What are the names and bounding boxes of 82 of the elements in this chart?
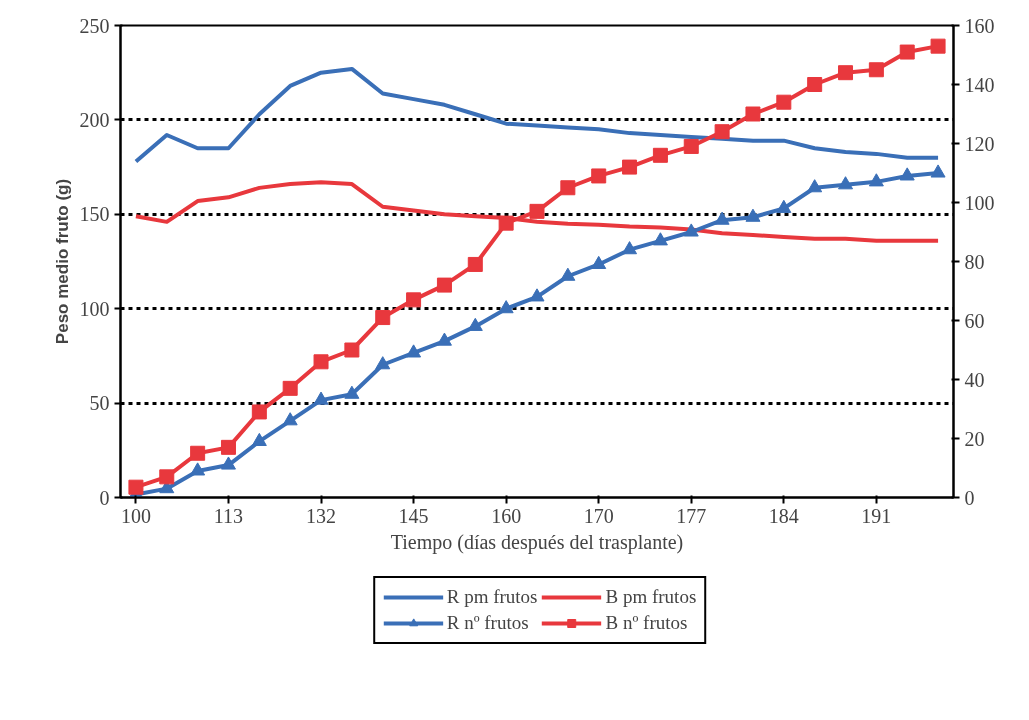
point [313,391,329,405]
x-tick-label: 160 [491,504,522,527]
x-tick-label: 113 [213,504,244,527]
point [529,203,545,219]
point [622,159,638,175]
x-tick-label: 100 [120,504,151,527]
point [436,277,452,293]
point [190,445,206,461]
point [868,173,884,187]
point [683,138,699,154]
x-tick-label: 177 [676,504,707,527]
point [930,164,946,178]
point [560,267,576,281]
y2-tick-label: 0 [964,486,975,509]
y-tick-label: 50 [89,392,110,415]
point [807,179,823,193]
point [868,62,884,78]
point [282,412,298,426]
x-tick-label: 145 [398,504,429,527]
point [406,292,422,308]
point [776,94,792,110]
point [714,211,730,225]
x-tick-label: 132 [306,504,337,527]
point [159,469,175,485]
y-axis-title: Peso medio fruto (g) [52,178,72,345]
point [344,385,360,399]
y2-tick-label: 100 [964,191,995,214]
point [745,106,761,122]
y2-tick-label: 140 [964,73,995,96]
point [560,180,576,196]
y-tick-label: 150 [79,203,110,226]
y-tick-label: 100 [79,297,110,320]
y2-tick-label: 80 [964,250,985,273]
point [190,462,206,476]
point [467,256,483,272]
y2-tick-label: 60 [964,309,985,332]
point [745,208,761,222]
legend-label: B pm frutos [605,586,697,608]
point [776,199,792,213]
point [375,310,391,326]
x-axis-title: Tiempo (días después del trasplante) [390,530,684,554]
y-tick-label: 0 [99,486,110,509]
point [498,215,514,231]
x-tick-label: 184 [768,504,799,527]
point [591,255,607,269]
point [344,342,360,358]
legend-label: B nº frutos [605,612,688,634]
point [220,439,236,455]
point [282,380,298,396]
point [313,354,329,370]
point [838,176,854,190]
y2-tick-label: 160 [964,14,995,37]
point [251,404,267,420]
x-tick-label: 191 [861,504,892,527]
point [930,38,946,54]
point [436,332,452,346]
y-tick-label: 200 [79,108,110,131]
point [591,168,607,184]
legend-label: R pm frutos [446,586,538,608]
point [683,223,699,237]
y2-tick-label: 120 [964,132,995,155]
point [714,124,730,140]
point [251,432,267,446]
point [652,147,668,163]
point [220,456,236,470]
point [498,300,514,314]
legend-label: R nº frutos [446,612,529,634]
y2-tick-label: 40 [964,368,985,391]
x-tick-label: 170 [583,504,614,527]
line-series [133,66,941,164]
point [652,232,668,246]
y2-tick-label: 20 [964,427,985,450]
point [375,356,391,370]
point [807,77,823,92]
point [128,479,144,495]
point [529,288,545,302]
point [899,167,915,181]
y-tick-label: 250 [79,14,110,37]
point [838,65,854,81]
point [406,344,422,358]
point [622,241,638,255]
point [899,44,915,60]
